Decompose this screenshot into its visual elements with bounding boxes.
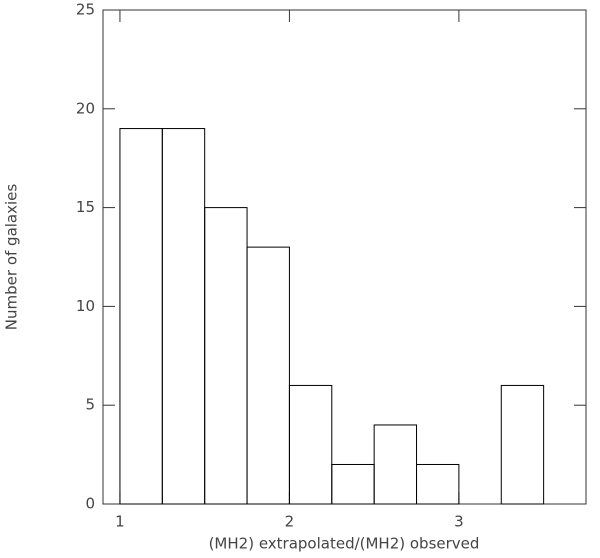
histogram-bar (288, 384, 333, 505)
y-tick-label: 15 (76, 198, 95, 216)
x-tick-label: 2 (285, 513, 295, 531)
histogram-bar (373, 424, 418, 505)
x-tick-label: 1 (115, 513, 125, 531)
x-tick-label: 3 (454, 513, 464, 531)
plot-frame (102, 9, 587, 505)
histogram-bar (119, 128, 163, 505)
histogram-bar (204, 207, 248, 505)
y-axis-label: Number of galaxies (3, 184, 21, 331)
y-tick-label: 5 (85, 396, 95, 414)
y-tick-label: 10 (76, 297, 95, 315)
histogram-bar (331, 463, 375, 505)
y-tick-label: 0 (85, 495, 95, 513)
y-tick-label: 20 (76, 99, 95, 117)
histogram-bar (246, 246, 290, 505)
histogram-bar (416, 463, 460, 505)
histogram-bar (161, 128, 206, 505)
x-axis-label: (MH2) extrapolated/(MH2) observed (209, 535, 480, 553)
histogram-bar (500, 384, 545, 505)
y-tick-label: 25 (76, 1, 95, 19)
